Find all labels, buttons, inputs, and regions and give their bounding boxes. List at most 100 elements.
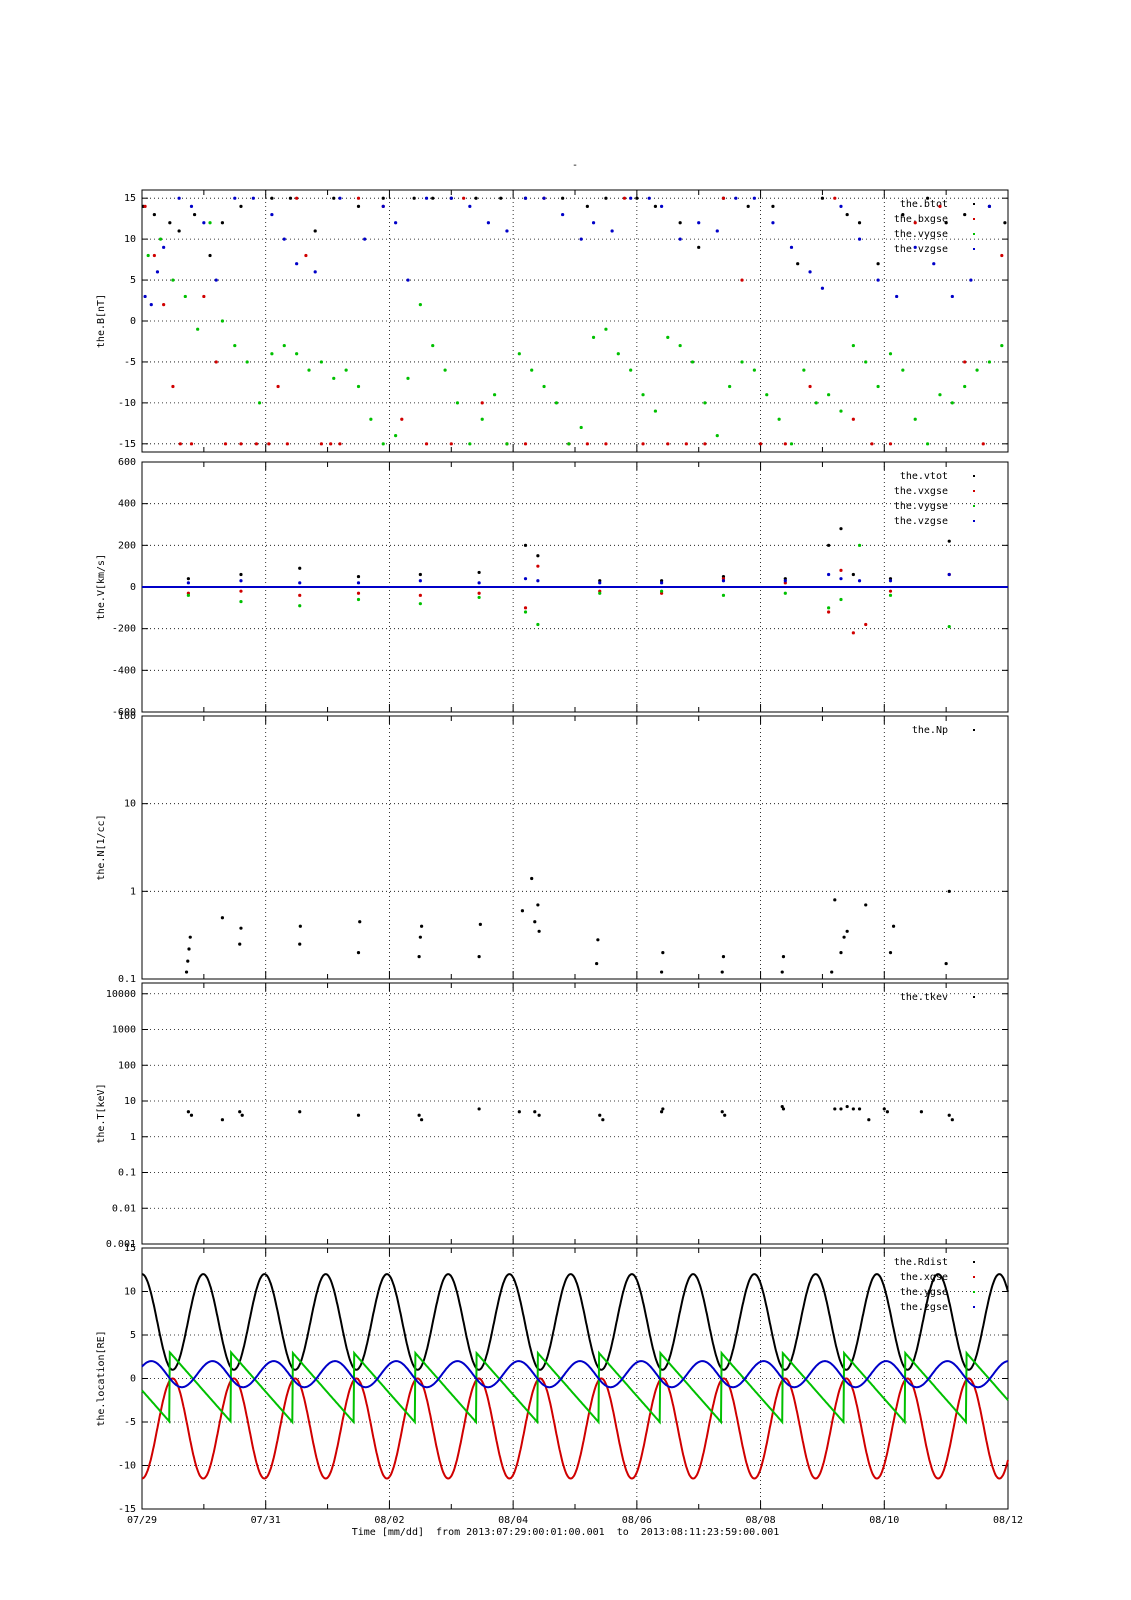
- panel1-point: [158, 237, 163, 241]
- panel1-point: [728, 384, 732, 389]
- panel1-point: [845, 212, 849, 217]
- panel1-point: [820, 286, 825, 290]
- panel5-legend-label: the.zgse: [900, 1302, 948, 1313]
- panel1-point: [233, 343, 237, 348]
- panel1-point: [975, 368, 979, 372]
- panel1-point: [567, 442, 571, 446]
- panel4-point: [660, 1110, 664, 1114]
- panel3-point: [944, 961, 948, 966]
- panel2-point: [827, 606, 831, 610]
- panel1-point: [579, 425, 583, 430]
- panel2-point: [721, 593, 726, 597]
- panel1-point: [752, 196, 756, 200]
- panel3-point: [842, 935, 846, 939]
- panel2-point: [851, 572, 855, 577]
- panel1-point: [542, 384, 546, 389]
- panel1-point: [864, 360, 868, 364]
- panel1-point: [214, 278, 218, 282]
- panel3-point: [595, 961, 599, 966]
- panel1-point: [925, 196, 930, 200]
- panel1-point: [270, 352, 274, 356]
- x-tick-label: 08/04: [498, 1515, 528, 1526]
- panel2-point: [839, 597, 843, 602]
- panel4-ytick-label: 1: [130, 1132, 136, 1143]
- panel3-point: [833, 898, 837, 902]
- panel1-point: [585, 442, 589, 446]
- panel1-point: [468, 204, 472, 208]
- panel1-point: [381, 442, 385, 446]
- panel1-point: [285, 442, 289, 446]
- panel2-legend-label: the.vygse: [894, 501, 948, 512]
- panel1-ytick-label: -10: [118, 398, 136, 409]
- panel2-point: [239, 572, 243, 577]
- panel1-point: [808, 270, 812, 274]
- x-axis-label: Time [mm/dd]: [351, 1527, 424, 1538]
- panel1-ytick-label: -5: [124, 357, 136, 368]
- panel2-point: [947, 624, 951, 629]
- x-tick-label: 07/29: [127, 1515, 157, 1526]
- panel1-point: [938, 393, 942, 397]
- panel3-point: [298, 924, 302, 928]
- panel1-point: [579, 237, 583, 241]
- panel1-point: [1003, 221, 1007, 225]
- panel1-point: [282, 237, 286, 241]
- panel1-point: [721, 196, 726, 200]
- range-to-label: to: [616, 1527, 629, 1538]
- panel1-point: [505, 229, 509, 233]
- panel1-point: [901, 212, 905, 217]
- panel1-point: [981, 442, 985, 446]
- panel4-point: [186, 1110, 190, 1114]
- panel3-point: [419, 924, 424, 928]
- panel1-point: [833, 196, 837, 200]
- panel1-point: [703, 442, 707, 446]
- panel2-point: [477, 581, 481, 585]
- panel1-point: [202, 294, 206, 299]
- panel1-point: [895, 294, 899, 299]
- panel1-point: [319, 442, 323, 446]
- panel4-point: [477, 1107, 481, 1111]
- panel2-point: [298, 604, 302, 608]
- panel3-legend-label: the.Np: [912, 725, 948, 736]
- panel1-point: [183, 294, 187, 299]
- panel1-point: [740, 278, 744, 282]
- panel1-point: [777, 417, 781, 421]
- panel1-point: [950, 401, 954, 405]
- panel1-point: [1000, 343, 1004, 348]
- panel3-point: [780, 970, 784, 974]
- panel2-ytick-label: -400: [112, 665, 136, 676]
- panel4-legend-marker: [973, 996, 975, 998]
- panel2-ytick-label: -600: [112, 707, 136, 718]
- panel2-point: [839, 577, 843, 581]
- panel1-point: [381, 204, 385, 208]
- panel1-point: [282, 343, 286, 348]
- panel2-point: [827, 572, 831, 577]
- panel4-point: [857, 1107, 862, 1111]
- panel1-point: [796, 262, 800, 266]
- panel3-point: [888, 951, 893, 955]
- panel1-point: [641, 393, 645, 397]
- panel5-series-line: [141, 1349, 1009, 1425]
- panel1-point: [591, 335, 596, 339]
- panel2-point: [660, 581, 664, 585]
- panel1-point: [944, 221, 948, 225]
- panel1-point: [530, 368, 534, 372]
- panel4-point: [298, 1110, 302, 1114]
- panel4-point: [419, 1118, 424, 1122]
- panel1-point: [857, 237, 862, 241]
- panel1-point: [746, 204, 750, 208]
- panel1-point: [888, 352, 893, 356]
- panel1-point: [1000, 253, 1004, 258]
- panel3-point: [186, 959, 190, 963]
- panel1-point: [913, 221, 917, 225]
- panel1-point: [356, 196, 361, 200]
- panel2-point: [783, 579, 787, 583]
- panel1-point: [189, 204, 194, 208]
- panel1-point: [155, 270, 160, 274]
- panel4-point: [598, 1113, 602, 1117]
- panel1-point: [839, 409, 843, 413]
- panel1-point: [254, 442, 259, 446]
- panel1-ytick-label: 15: [124, 193, 136, 204]
- panel4-point: [220, 1118, 225, 1122]
- panel2-legend-marker: [973, 490, 975, 492]
- panel2-point: [839, 527, 843, 531]
